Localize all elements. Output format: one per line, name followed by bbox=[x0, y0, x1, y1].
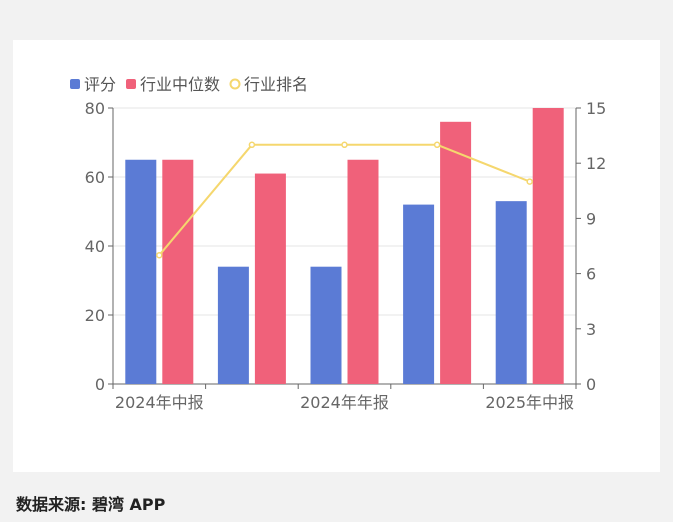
bar-industry-median bbox=[254, 173, 286, 384]
bar-score bbox=[217, 266, 249, 384]
chart-card: 0 20 40 60 80 0 3 6 9 12 15 2024年中报 2024年年报 2025年中报 评分… bbox=[13, 40, 660, 472]
y-left-tick-label: 60 bbox=[85, 168, 105, 187]
legend-swatch-median[interactable] bbox=[126, 79, 136, 89]
bar-score bbox=[403, 204, 435, 384]
chart: 0 20 40 60 80 0 3 6 9 12 15 2024年中报 2024年年报 2025年中报 评分… bbox=[70, 75, 606, 412]
bar-industry-median bbox=[532, 108, 564, 384]
legend-swatch-rank[interactable] bbox=[229, 78, 241, 90]
y-right-tick-label: 0 bbox=[586, 375, 596, 394]
y-right-tick-label: 9 bbox=[586, 209, 596, 228]
legend-label[interactable]: 评分 bbox=[84, 75, 116, 94]
y-right-tick-label: 12 bbox=[586, 154, 606, 173]
legend-label[interactable]: 行业中位数 bbox=[140, 75, 220, 94]
bar-industry-median bbox=[440, 121, 472, 385]
point-industry-rank bbox=[156, 251, 163, 259]
x-tick-label: 2024年年报 bbox=[300, 393, 389, 412]
line-industry-rank bbox=[158, 143, 531, 256]
legend-swatch-score[interactable] bbox=[70, 79, 80, 89]
point-industry-rank bbox=[248, 141, 256, 149]
bar-score bbox=[495, 201, 527, 384]
y-right-tick-label: 6 bbox=[586, 265, 596, 284]
point-industry-rank bbox=[341, 141, 348, 149]
bar-industry-median bbox=[162, 159, 194, 384]
bar-score bbox=[310, 266, 342, 384]
y-right-tick-label: 15 bbox=[586, 99, 606, 118]
point-industry-rank bbox=[526, 178, 533, 185]
legend-label[interactable]: 行业排名 bbox=[244, 75, 308, 94]
y-left-tick-label: 40 bbox=[85, 237, 105, 256]
y-left-tick-label: 20 bbox=[85, 306, 105, 325]
y-right-tick-label: 3 bbox=[586, 320, 596, 339]
point-industry-rank bbox=[433, 141, 441, 149]
y-left-tick-label: 0 bbox=[95, 375, 105, 394]
source-note: 数据来源: 碧湾 APP bbox=[16, 495, 166, 514]
x-tick-label: 2025年中报 bbox=[485, 393, 574, 412]
y-left-tick-label: 80 bbox=[85, 99, 105, 118]
bar-industry-median bbox=[347, 159, 379, 384]
x-tick-label: 2024年中报 bbox=[115, 393, 204, 412]
bar-score bbox=[125, 159, 157, 384]
